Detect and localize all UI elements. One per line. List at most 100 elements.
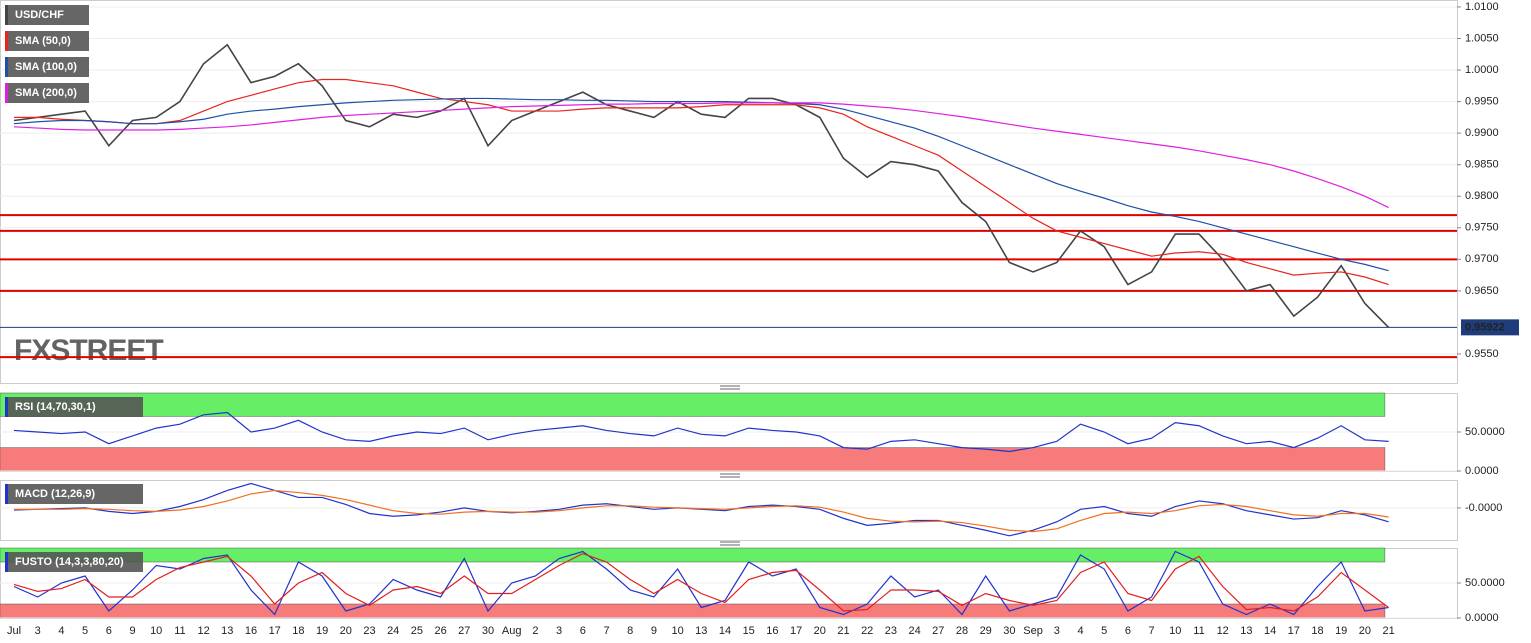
x-tick-label: 23	[885, 625, 897, 637]
x-tick-label: 19	[1335, 625, 1347, 637]
band	[0, 392, 1386, 417]
x-tick-label: 28	[956, 625, 968, 637]
x-tick-label: 5	[1101, 625, 1107, 637]
y-tick-label: 0.9950	[1465, 95, 1499, 107]
x-tick-label: 27	[458, 625, 470, 637]
band	[0, 603, 1386, 619]
x-tick-label: 13	[221, 625, 233, 637]
x-tick-label: 15	[743, 625, 755, 637]
x-tick-label: 20	[340, 625, 352, 637]
legend-swatch	[5, 397, 8, 417]
legend-label: SMA (50,0)	[15, 35, 71, 47]
x-tick-label: 19	[316, 625, 328, 637]
y-tick-label: 1.0000	[1465, 64, 1499, 76]
x-tick-label: 30	[482, 625, 494, 637]
x-tick-label: 11	[1193, 625, 1204, 637]
x-tick-label: 12	[197, 625, 209, 637]
legend-swatch	[5, 57, 8, 77]
panel-frame	[0, 0, 1458, 384]
y-tick-label: 0.0000	[1465, 612, 1499, 624]
legend-box	[5, 484, 143, 504]
x-tick-label: 6	[580, 625, 586, 637]
panel-frame	[0, 480, 1458, 541]
y-tick-label: 0.9800	[1465, 190, 1499, 202]
x-tick-label: 18	[292, 625, 304, 637]
legend-box	[5, 57, 89, 77]
x-tick-label: 12	[1217, 625, 1229, 637]
x-tick-label: 24	[908, 625, 920, 637]
x-tick-label: 21	[837, 625, 849, 637]
legend-swatch	[5, 5, 8, 25]
x-tick-label: 10	[671, 625, 683, 637]
series-line	[13, 102, 1389, 209]
legend-swatch	[5, 31, 8, 51]
legend-label: SMA (100,0)	[15, 61, 77, 73]
legend-label: MACD (12,26,9)	[15, 488, 95, 500]
y-tick-label: 0.9550	[1465, 348, 1499, 360]
x-tick-label: 7	[603, 625, 609, 637]
y-tick-label: -0.0000	[1465, 502, 1502, 514]
legend-label: RSI (14,70,30,1)	[15, 401, 96, 413]
series-line	[14, 489, 1389, 533]
x-tick-label: 17	[1288, 625, 1300, 637]
band	[0, 447, 1386, 472]
x-tick-label: 3	[1054, 625, 1060, 637]
x-tick-label: 30	[1003, 625, 1015, 637]
watermark: FXSTREET	[14, 334, 163, 367]
x-tick-label: Jul	[7, 625, 21, 637]
x-tick-label: 13	[1240, 625, 1252, 637]
x-tick-label: 9	[129, 625, 135, 637]
x-tick-label: 21	[1382, 625, 1394, 637]
panel-handles	[720, 385, 740, 546]
legend-swatch	[5, 552, 8, 572]
x-tick-label: 20	[814, 625, 826, 637]
legend-swatch	[5, 484, 8, 504]
x-tick-label: 4	[58, 625, 64, 637]
x-tick-label: 3	[556, 625, 562, 637]
x-tick-label: 26	[434, 625, 446, 637]
x-tick-label: 17	[269, 625, 281, 637]
y-tick-label: 0.0000	[1465, 465, 1499, 477]
x-tick-label: 24	[387, 625, 399, 637]
series-line	[13, 550, 1389, 616]
legend-box	[5, 397, 143, 417]
y-tick-label: 1.0100	[1465, 1, 1499, 13]
band	[0, 547, 1386, 563]
legend-label: SMA (200,0)	[15, 87, 77, 99]
x-tick-label: 6	[106, 625, 112, 637]
x-tick-label: 17	[790, 625, 802, 637]
x-tick-label: 22	[861, 625, 873, 637]
x-tick-label: 20	[1359, 625, 1371, 637]
x-tick-label: 10	[1169, 625, 1181, 637]
x-tick-label: 25	[411, 625, 423, 637]
x-tick-label: Sep	[1023, 625, 1043, 637]
x-tick-label: 3	[35, 625, 41, 637]
legend-box	[5, 552, 143, 572]
x-tick-label: 4	[1077, 625, 1083, 637]
y-tick-label: 50.0000	[1465, 577, 1505, 589]
series-line	[13, 411, 1389, 453]
series-line	[13, 552, 1389, 612]
y-tick-label: 0.9900	[1465, 127, 1499, 139]
x-tick-label: 11	[174, 625, 185, 637]
legend-box	[5, 31, 89, 51]
y-tick-label: 0.9650	[1465, 285, 1499, 297]
x-tick-label: 29	[980, 625, 992, 637]
x-tick-label: Aug	[502, 625, 522, 637]
y-tick-label: 50.0000	[1465, 426, 1505, 438]
x-tick-label: 2	[532, 625, 538, 637]
x-tick-label: 6	[1125, 625, 1131, 637]
series-line	[13, 97, 1389, 272]
series-line	[13, 43, 1390, 329]
legend-box	[5, 83, 89, 103]
y-tick-label: 0.9750	[1465, 222, 1499, 234]
last-price-label: 0.95922	[1465, 321, 1505, 333]
x-tick-label: 14	[1264, 625, 1276, 637]
y-tick-label: 1.0050	[1465, 32, 1499, 44]
x-tick-label: 13	[695, 625, 707, 637]
x-tick-label: 10	[150, 625, 162, 637]
x-tick-label: 23	[363, 625, 375, 637]
x-tick-label: 27	[932, 625, 944, 637]
